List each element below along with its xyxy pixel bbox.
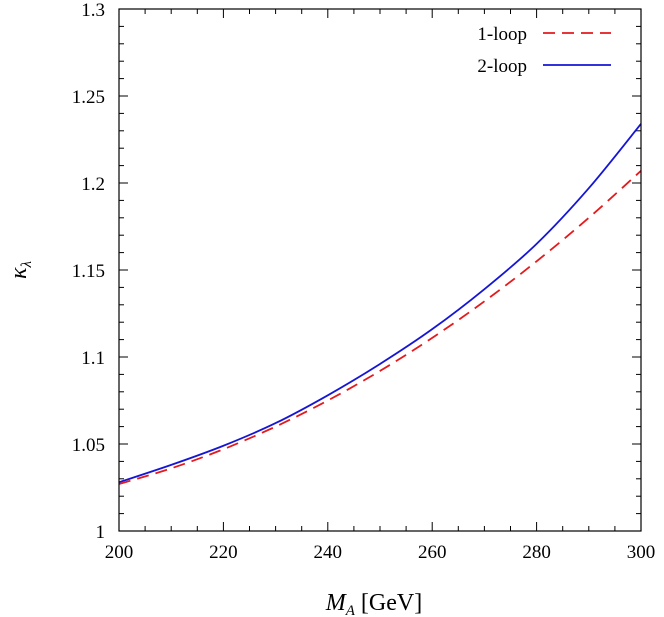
series-line-2-loop [118,123,642,484]
x-tick-label: 220 [209,542,238,563]
y-tick-label: 1.2 [81,174,105,195]
legend-label-1-loop: 1-loop [477,24,527,45]
y-tick-label: 1.05 [72,435,105,456]
x-axis-title: MA [GeV] [325,590,422,617]
y-tick-label: 1.3 [81,0,105,21]
plot-frame [118,8,642,532]
series-line-1-loop [118,170,642,485]
x-tick-label: 300 [627,542,656,563]
legend: 1-loop 2-loop [477,24,611,77]
y-tick-label: 1 [96,522,106,543]
y-axis-title: κλ [6,260,35,279]
x-tick-label: 200 [105,542,134,563]
plot-series [118,123,642,485]
legend-label-2-loop: 2-loop [477,56,527,77]
x-tick-label: 260 [418,542,447,563]
y-tick-label: 1.25 [72,87,105,108]
y-tick-label: 1.1 [81,348,105,369]
x-tick-label: 240 [314,542,343,563]
x-tick-label: 280 [522,542,551,563]
y-tick-label: 1.15 [72,261,105,282]
tick-labels: 200 220 240 260 280 300 1 1.05 1.1 1.15 1.2 1.25 1.3 [72,0,656,563]
